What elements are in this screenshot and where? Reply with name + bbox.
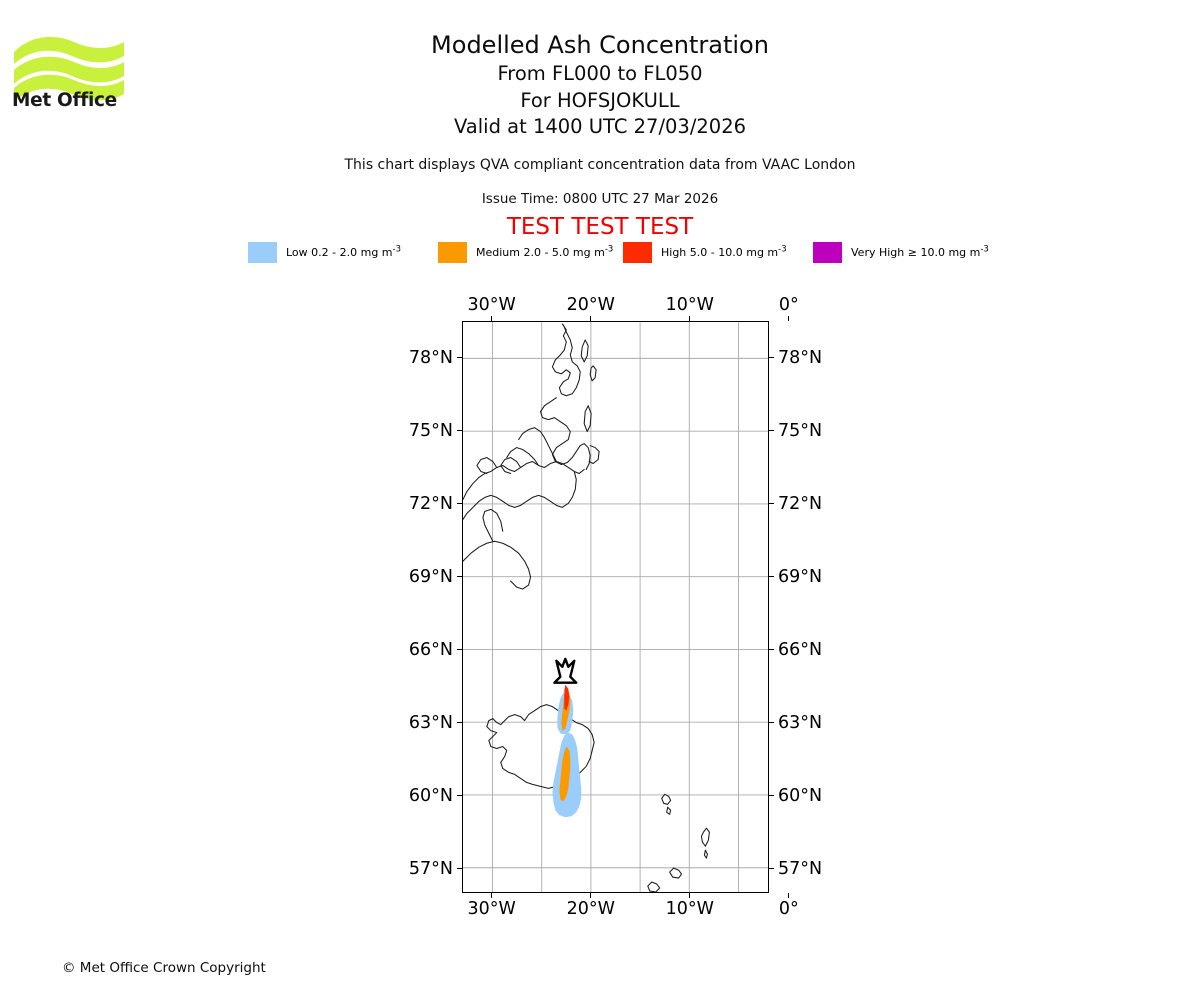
axis-tick xyxy=(788,893,790,898)
issue-time: Issue Time: 0800 UTC 27 Mar 2026 xyxy=(481,191,719,207)
axis-tick xyxy=(457,575,462,578)
legend-entry-high: High 5.0 - 10.0 mg m-3 xyxy=(623,240,787,264)
lon-tick-label-bottom: 20°W xyxy=(566,899,615,919)
brand-name: Met Office xyxy=(12,90,117,111)
legend-label-medium: Medium 2.0 - 5.0 mg m-3 xyxy=(476,243,614,259)
axis-tick xyxy=(457,356,462,359)
lon-tick-label-bottom: 10°W xyxy=(665,899,714,919)
axis-tick xyxy=(457,502,462,505)
axis-tick xyxy=(769,502,774,505)
lat-tick-label-right: 75°N xyxy=(778,420,823,441)
volcano-name-line: For HOFSJOKULL xyxy=(520,88,680,112)
map-container: 30°W 30°W 20°W 20°W 10°W 10°W 0° 0° 78°N 78°N 75°N… xyxy=(409,295,822,919)
legend-swatch-very-high xyxy=(813,241,842,263)
legend-swatch-high xyxy=(623,241,652,263)
lat-tick-label-right: 60°N xyxy=(778,785,823,806)
axis-tick xyxy=(769,575,774,578)
axis-tick xyxy=(590,893,592,898)
axis-tick xyxy=(457,721,462,724)
lat-tick-label-left: 69°N xyxy=(408,566,453,587)
lat-tick-label-left: 63°N xyxy=(408,712,453,733)
axis-tick xyxy=(788,316,790,321)
concentration-legend: Low 0.2 - 2.0 mg m-3 Medium 2.0 - 5.0 mg … xyxy=(248,240,989,264)
lat-tick-label-right: 78°N xyxy=(778,347,823,368)
axis-tick xyxy=(769,721,774,724)
lat-tick-label-right: 63°N xyxy=(778,712,823,733)
axis-tick xyxy=(491,893,493,898)
volcano-icon xyxy=(553,657,578,684)
axis-tick xyxy=(457,648,462,651)
legend-entry-medium: Medium 2.0 - 5.0 mg m-3 xyxy=(438,240,613,264)
axis-tick xyxy=(769,648,774,651)
axis-tick xyxy=(689,316,691,321)
lat-tick-label-left: 78°N xyxy=(408,347,453,368)
lat-tick-label-left: 75°N xyxy=(408,420,453,441)
lat-tick-label-right: 72°N xyxy=(778,493,823,514)
lat-tick-label-left: 57°N xyxy=(408,858,453,879)
axis-tick xyxy=(769,429,774,432)
legend-entry-very-high: Very High ≥ 10.0 mg m-3 xyxy=(813,240,989,264)
axis-tick xyxy=(769,794,774,797)
axis-tick xyxy=(457,429,462,432)
axis-tick xyxy=(689,893,691,898)
lat-tick-label-right: 66°N xyxy=(778,639,823,660)
copyright-notice: © Met Office Crown Copyright xyxy=(62,960,266,976)
met-office-waves-icon xyxy=(14,36,124,102)
valid-time: Valid at 1400 UTC 27/03/2026 xyxy=(453,115,747,138)
title-block: Modelled Ash Concentration From FL000 to… xyxy=(0,30,1200,141)
lat-tick-label-left: 66°N xyxy=(408,639,453,660)
met-office-logo xyxy=(12,26,132,116)
page-title: Modelled Ash Concentration xyxy=(431,31,769,59)
lon-tick-label-bottom: 0° xyxy=(778,899,799,919)
legend-label-very-high: Very High ≥ 10.0 mg m-3 xyxy=(851,243,989,259)
map-gridlines xyxy=(463,322,768,892)
lat-tick-label-left: 60°N xyxy=(408,785,453,806)
lon-tick-label-top: 30°W xyxy=(467,295,516,315)
coastline-layer xyxy=(463,323,710,892)
axis-tick xyxy=(769,867,774,870)
lon-tick-label-bottom: 30°W xyxy=(467,899,516,919)
legend-entry-low: Low 0.2 - 2.0 mg m-3 xyxy=(248,240,401,264)
axis-tick xyxy=(457,867,462,870)
axis-tick xyxy=(769,356,774,359)
map-canvas xyxy=(463,322,768,892)
test-banner: TEST TEST TEST xyxy=(506,214,694,240)
flight-level-range: From FL000 to FL050 xyxy=(497,62,703,85)
lat-tick-label-left: 72°N xyxy=(408,493,453,514)
axis-tick xyxy=(590,316,592,321)
map-plot-frame xyxy=(462,321,769,893)
lon-tick-label-top: 10°W xyxy=(665,295,714,315)
lon-tick-label-top: 20°W xyxy=(566,295,615,315)
legend-swatch-low xyxy=(248,241,277,263)
lon-tick-label-top: 0° xyxy=(778,295,799,315)
legend-label-high: High 5.0 - 10.0 mg m-3 xyxy=(661,243,787,259)
qva-note: This chart displays QVA compliant concen… xyxy=(344,157,856,173)
axis-tick xyxy=(457,794,462,797)
legend-label-low: Low 0.2 - 2.0 mg m-3 xyxy=(286,243,401,259)
legend-swatch-medium xyxy=(438,241,467,263)
ash-plume-high xyxy=(564,684,570,711)
lat-tick-label-right: 69°N xyxy=(778,566,823,587)
axis-tick xyxy=(491,316,493,321)
lat-tick-label-right: 57°N xyxy=(778,858,823,879)
